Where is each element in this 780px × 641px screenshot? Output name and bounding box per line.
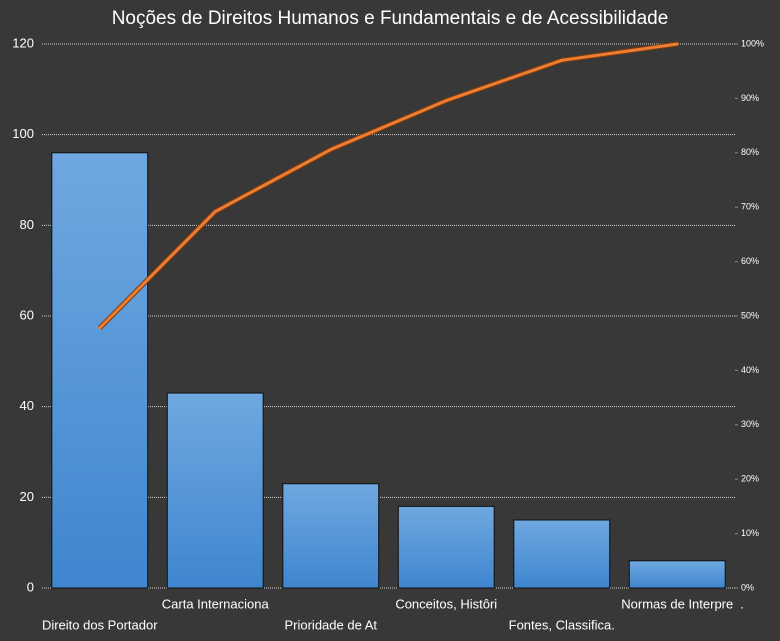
x-tick-label: Normas de Interpre [621, 596, 733, 611]
y-tick-label: 80 [20, 217, 34, 232]
y-tick-label: 60 [20, 307, 34, 322]
y2-tick-label: 90% [741, 93, 759, 103]
y2-tick-label: 0% [741, 582, 754, 592]
y2-tick-label: 100% [741, 38, 764, 48]
bar [513, 519, 611, 589]
y2-tick-label: 10% [741, 528, 759, 538]
y2-tick-label: 30% [741, 419, 759, 429]
y2-tick-label: 60% [741, 256, 759, 266]
bar [282, 483, 380, 589]
bar [51, 152, 149, 589]
x-tick-label: Carta Internaciona [162, 596, 270, 611]
y-tick-label: 20 [20, 489, 34, 504]
y2-tick-label: 50% [741, 310, 759, 320]
y-tick-label: 120 [12, 35, 34, 50]
bar [166, 392, 264, 589]
x-tick-label: Fontes, Classifica. [509, 617, 615, 632]
bar [628, 560, 726, 589]
y-tick-label: 100 [12, 126, 34, 141]
pareto-line [98, 42, 679, 330]
x-tick-label: Prioridade de At [284, 617, 377, 632]
bar [397, 505, 495, 589]
x-tick-label: Conceitos, Histôri [395, 596, 497, 611]
chart-title: Noções de Direitos Humanos e Fundamentai… [112, 8, 669, 29]
y2-tick-label: 20% [741, 474, 759, 484]
y2-tick-label: 70% [741, 202, 759, 212]
y-tick-label: 40 [20, 398, 34, 413]
y2-tick-label: 40% [741, 365, 759, 375]
x-tick-label: Direito dos Portador [42, 617, 158, 632]
y2-tick-label: 80% [741, 147, 759, 157]
annotation: . [740, 596, 744, 611]
y-tick-label: 0 [27, 579, 34, 594]
